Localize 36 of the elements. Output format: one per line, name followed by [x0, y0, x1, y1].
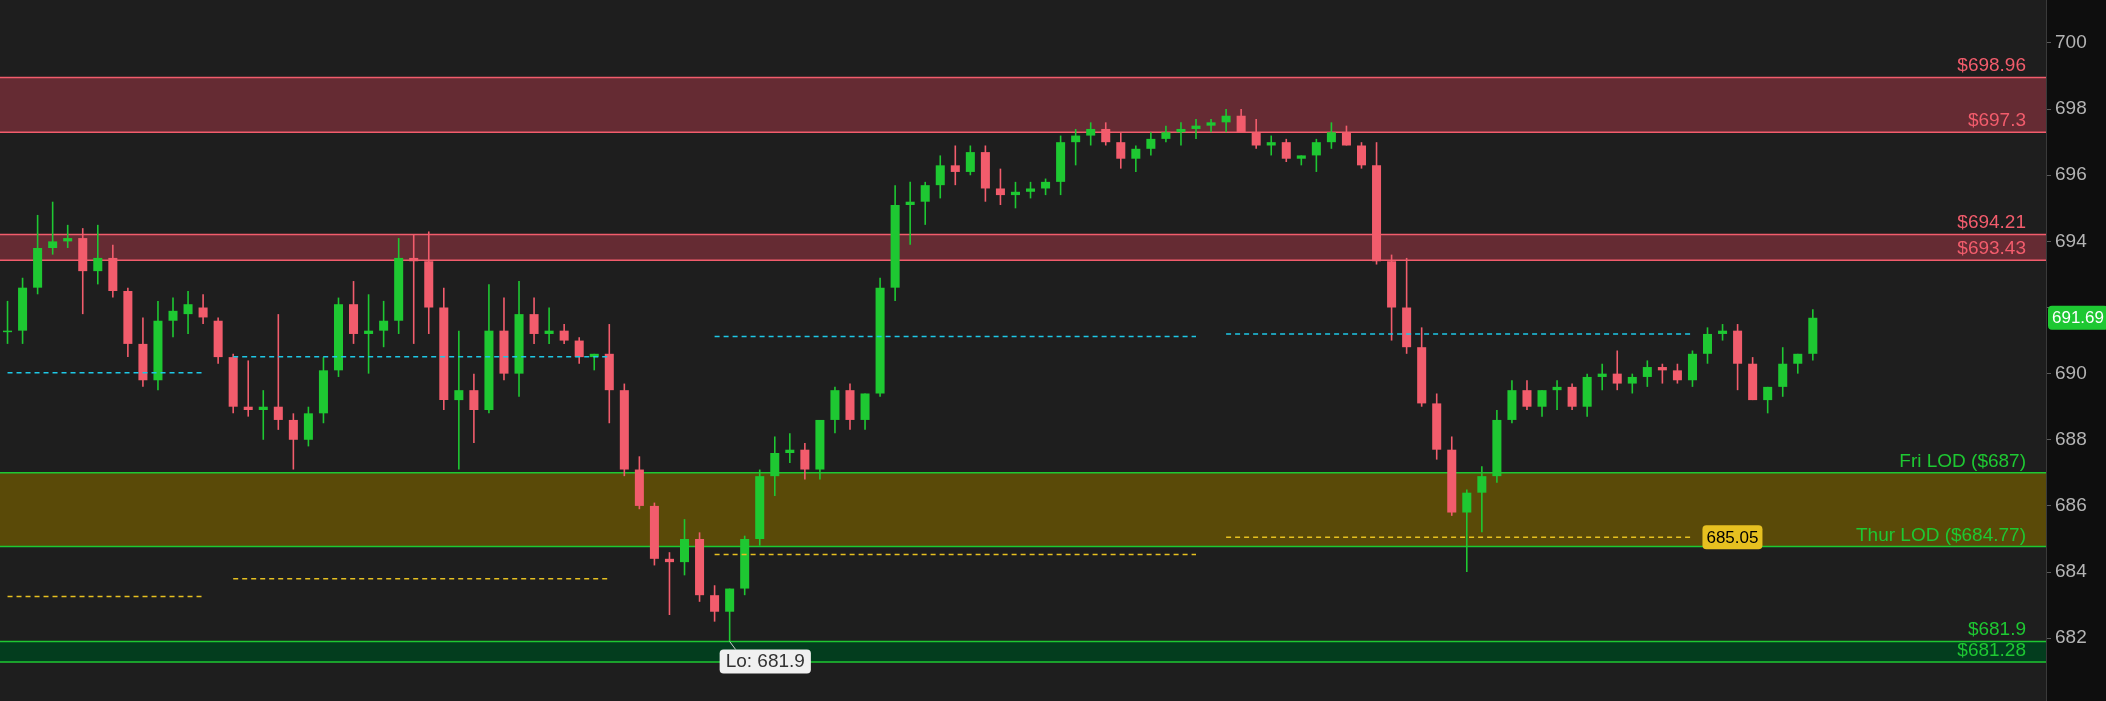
candlestick	[1612, 350, 1622, 391]
candlestick	[1266, 135, 1276, 156]
candlestick	[1597, 363, 1607, 391]
candlestick	[93, 224, 103, 285]
y-tick-label: 694	[2055, 229, 2088, 251]
candlestick	[905, 181, 915, 245]
y-tick-label: 690	[2055, 361, 2087, 383]
ref-line-label: $694.21	[1957, 211, 2026, 233]
y-tick-label: 686	[2055, 494, 2087, 516]
candlestick	[168, 297, 178, 338]
candlestick	[258, 390, 268, 440]
y-tick-label: 682	[2055, 626, 2087, 648]
candlestick	[1191, 119, 1201, 139]
ref-line-label: Thur LOD ($684.77)	[1855, 523, 2026, 545]
y-tick-label: 684	[2055, 560, 2088, 582]
candlestick	[1221, 109, 1231, 133]
y-tick-label: 698	[2055, 97, 2087, 119]
ref-line-label: Fri LOD ($687)	[1899, 449, 2026, 471]
text: 691.69	[2052, 308, 2104, 328]
candlestick	[785, 433, 795, 463]
ref-line-label: $698.96	[1957, 54, 2026, 76]
candlestick	[454, 330, 464, 470]
y-tick-label: 700	[2055, 31, 2087, 53]
ref-line-label: $681.9	[1967, 618, 2026, 640]
ref-line-label: $681.28	[1957, 638, 2026, 660]
candlestick	[243, 360, 253, 417]
y-tick-label: 688	[2055, 428, 2087, 450]
candlestick	[1176, 122, 1186, 146]
ref-line-label: $693.43	[1957, 237, 2026, 259]
data-label: 685.05	[1706, 528, 1759, 548]
candlestick	[544, 307, 554, 344]
candlestick	[1552, 380, 1562, 411]
y-tick-label: 696	[2055, 163, 2087, 185]
candlestick	[183, 290, 193, 334]
ref-line-label: $697.3	[1967, 109, 2026, 131]
annotation: Lo: 681.9	[725, 649, 805, 671]
